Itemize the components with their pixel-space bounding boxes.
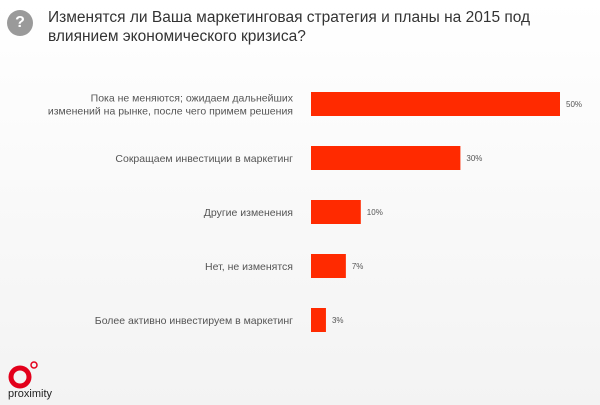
- category-label-3: Нет, не изменятся: [205, 261, 293, 273]
- chart-title: Изменятся ли Ваша маркетинговая стратеги…: [48, 9, 531, 45]
- bar-2: [311, 200, 361, 224]
- category-label-1: Сокращаем инвестиции в маркетинг: [115, 153, 293, 165]
- value-label-1: 30%: [466, 154, 482, 163]
- bar-4: [311, 308, 326, 332]
- category-label-4: Более активно инвестируем в маркетинг: [95, 315, 293, 327]
- value-label-4: 3%: [332, 316, 344, 325]
- proximity-logo: proximity: [8, 360, 68, 402]
- value-label-3: 7%: [352, 262, 364, 271]
- value-label-0: 50%: [566, 100, 582, 109]
- question-icon: ?: [7, 10, 33, 36]
- bar-0: [311, 92, 560, 116]
- category-label-0-line-1: изменений на рынке, после чего примем ре…: [48, 106, 293, 118]
- bar-3: [311, 254, 346, 278]
- proximity-logo-icon: [8, 361, 38, 389]
- category-label-0-line-0: Пока не меняются; ожидаем дальнейших: [91, 93, 294, 105]
- bar-1: [311, 146, 461, 170]
- category-label-2: Другие изменения: [204, 207, 293, 219]
- brand-name: proximity: [8, 388, 53, 400]
- value-label-2: 10%: [367, 208, 383, 217]
